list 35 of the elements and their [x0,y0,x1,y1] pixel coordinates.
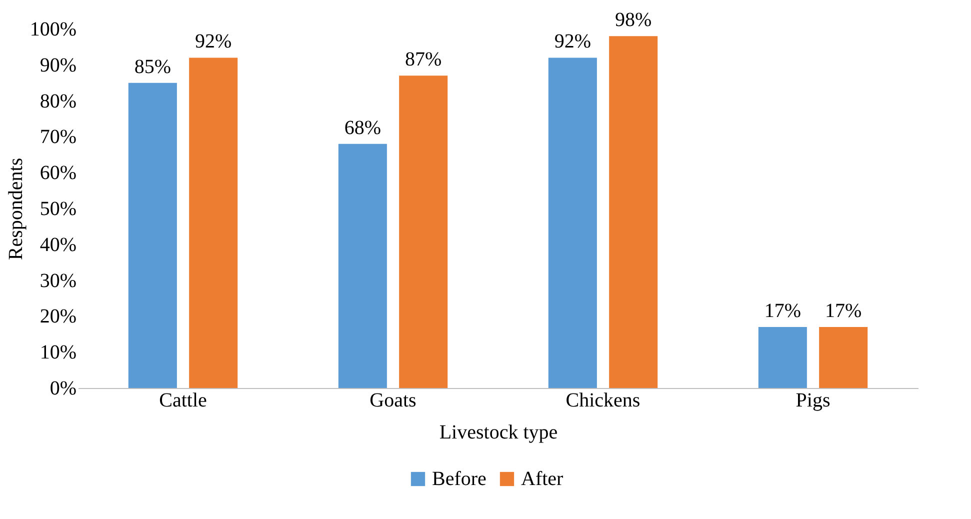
data-label: 17% [764,300,802,322]
y-tick-label: 100% [30,18,76,40]
y-tick-label: 10% [40,342,76,364]
data-label: 92% [554,30,592,53]
data-label: 87% [404,48,442,71]
data-label: 68% [344,116,382,139]
legend-label: After [521,468,564,490]
y-tick-label: 70% [40,126,76,148]
y-tick-label: 80% [40,90,76,112]
bar [128,82,177,388]
x-tick-label: Cattle [159,390,208,412]
x-tick-label: Pigs [796,390,830,412]
y-axis-title: Respondents [4,158,27,260]
y-tick-label: 50% [40,198,76,220]
data-label: 85% [134,56,172,78]
bar [338,144,387,388]
y-tick-label: 60% [40,162,76,184]
x-axis-title: Livestock type [439,422,558,444]
y-tick-label: 90% [40,54,76,76]
y-tick-label: 0% [50,378,76,400]
bar [819,326,868,388]
bar [189,58,238,388]
bar [399,76,448,388]
data-label: 17% [824,300,862,322]
x-tick-label: Goats [370,390,417,412]
bar [609,36,658,388]
data-label: 92% [194,30,232,53]
bar [548,58,597,388]
y-tick-label: 30% [40,270,76,292]
bar [758,326,807,388]
y-tick-label: 20% [40,306,76,328]
x-tick-label: Chickens [566,390,640,412]
legend-label: Before [432,468,487,490]
y-tick-label: 40% [40,234,76,256]
data-label: 98% [614,9,652,32]
